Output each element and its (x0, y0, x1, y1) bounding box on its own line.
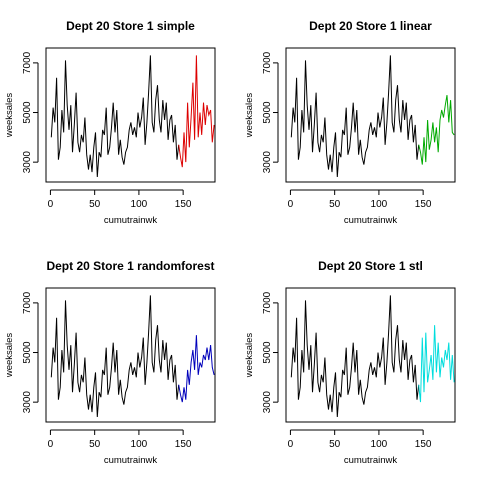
plot-frame (285, 287, 456, 423)
y-tick-label: 7000 (22, 291, 33, 314)
y-tick-label: 7000 (262, 291, 273, 314)
x-axis-label: cumutrainwk (104, 455, 158, 466)
chart-title: Dept 20 Store 1 stl (318, 259, 423, 273)
chart-panel-0: Dept 20 Store 1 simple 0 50 100 150 cumutrain… (4, 19, 216, 226)
plot-frame (285, 47, 456, 183)
x-tick-label: 100 (371, 199, 388, 210)
x-tick-label: 100 (131, 199, 148, 210)
y-tick-label: 7000 (262, 51, 273, 74)
x-tick-label: 150 (415, 199, 432, 210)
y-tick-label: 3000 (22, 151, 33, 174)
x-tick-label: 50 (89, 199, 101, 210)
chart-panel-1: Dept 20 Store 1 linear 0 50 100 150 cumutrain… (244, 19, 456, 226)
chart-title: Dept 20 Store 1 linear (309, 19, 432, 33)
x-tick-label: 150 (415, 439, 432, 450)
x-tick-label: 150 (175, 199, 192, 210)
y-axis-label: weeksales (244, 333, 255, 379)
x-tick-label: 50 (89, 439, 101, 450)
y-tick-label: 3000 (262, 151, 273, 174)
x-tick-label: 100 (371, 439, 388, 450)
y-axis-label: weeksales (244, 93, 255, 139)
y-tick-label: 5000 (22, 341, 33, 364)
chart-title: Dept 20 Store 1 randomforest (46, 259, 214, 273)
y-tick-label: 5000 (262, 101, 273, 124)
forecast-series-line (418, 325, 455, 403)
forecast-series-line (178, 55, 215, 168)
x-axis-label: cumutrainwk (344, 455, 398, 466)
forecast-series-line (418, 95, 455, 165)
x-tick-label: 0 (48, 439, 54, 450)
history-series-line (290, 55, 420, 178)
y-axis-label: weeksales (4, 333, 15, 379)
y-tick-label: 3000 (22, 391, 33, 414)
history-series-line (50, 55, 180, 178)
x-tick-label: 0 (288, 439, 294, 450)
x-tick-label: 50 (329, 199, 341, 210)
x-tick-label: 0 (48, 199, 54, 210)
chart-panel-3: Dept 20 Store 1 stl 0 50 100 150 cumutrainwk 3… (244, 259, 456, 466)
x-tick-label: 100 (131, 439, 148, 450)
plot-frame (45, 287, 216, 423)
x-tick-label: 0 (288, 199, 294, 210)
x-tick-label: 50 (329, 439, 341, 450)
chart-title: Dept 20 Store 1 simple (66, 19, 195, 33)
forecast-series-line (178, 335, 215, 403)
x-axis-label: cumutrainwk (104, 215, 158, 226)
x-tick-label: 150 (175, 439, 192, 450)
y-tick-label: 3000 (262, 391, 273, 414)
history-series-line (290, 295, 420, 418)
y-tick-label: 5000 (22, 101, 33, 124)
y-axis-label: weeksales (4, 93, 15, 139)
y-tick-label: 5000 (262, 341, 273, 364)
history-series-line (50, 295, 180, 418)
y-tick-label: 7000 (22, 51, 33, 74)
plot-frame (45, 47, 216, 183)
chart-panel-2: Dept 20 Store 1 randomforest 0 50 100 150 cum… (4, 259, 216, 466)
x-axis-label: cumutrainwk (344, 215, 398, 226)
